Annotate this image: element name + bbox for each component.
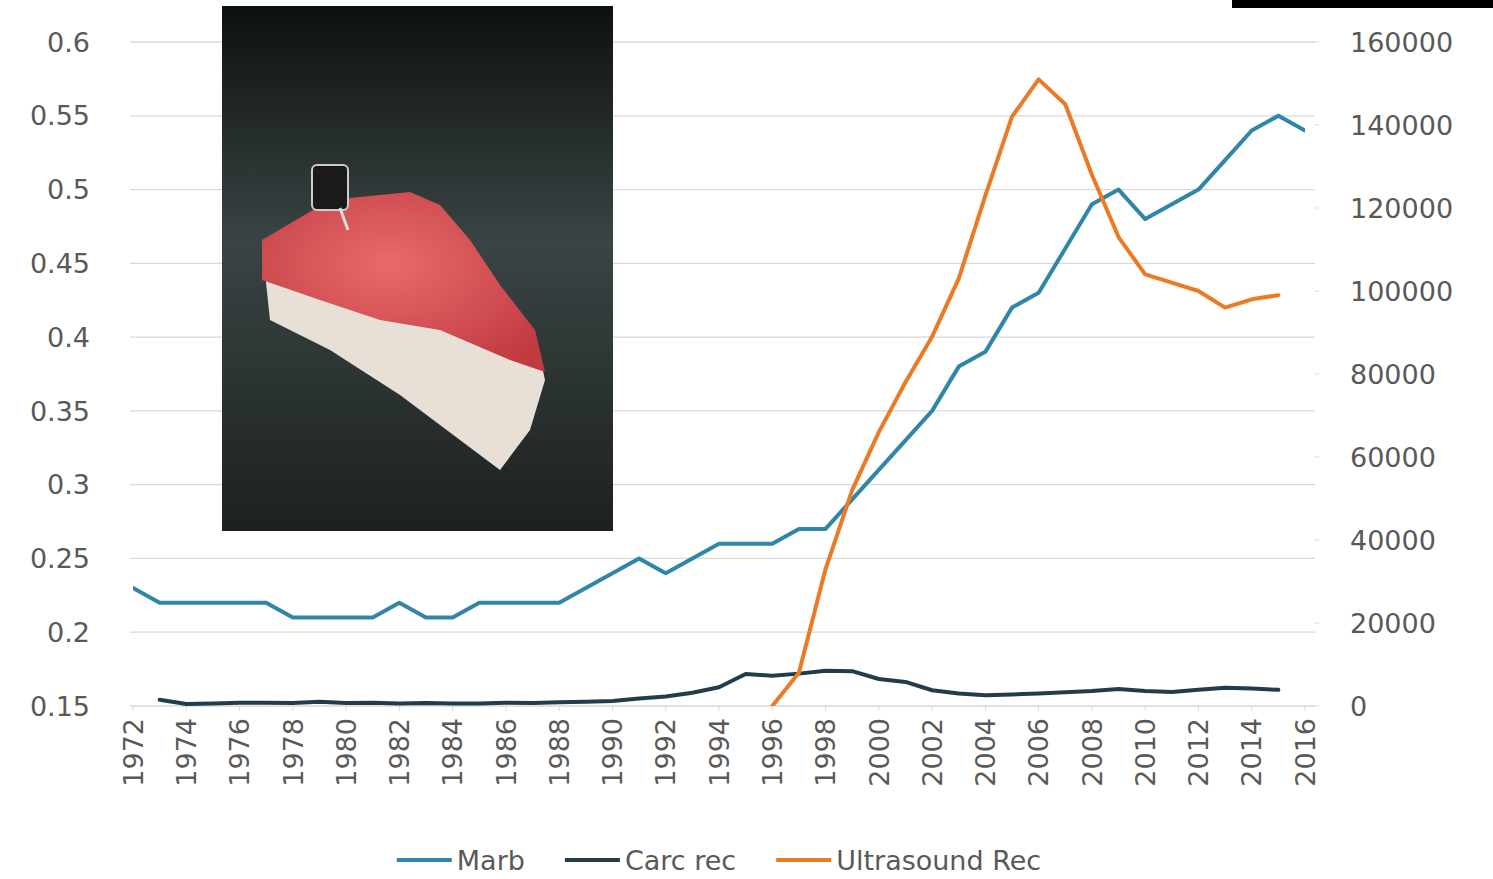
line-2	[772, 79, 1278, 706]
x-tick-label: 1992	[650, 718, 681, 787]
x-tick-label: 1988	[544, 718, 575, 787]
y2-tick-label: 100000	[1350, 276, 1453, 307]
legend-swatch	[776, 858, 831, 862]
y2-tick	[1315, 42, 1319, 43]
x-tick	[825, 706, 826, 711]
x-tick-label: 2016	[1290, 718, 1321, 787]
y-tick-label: 0.2	[47, 617, 90, 648]
y-tick-label: 0.4	[47, 322, 90, 353]
line-0	[133, 116, 1305, 618]
y2-tick-label: 0	[1350, 691, 1367, 722]
grid-line	[130, 558, 1315, 559]
x-tick-label: 1976	[224, 718, 255, 787]
x-tick-label: 2008	[1077, 718, 1108, 787]
x-tick-label: 1994	[704, 718, 735, 787]
steak-photo	[222, 6, 613, 531]
x-tick-label: 1986	[491, 718, 522, 787]
x-tick	[1091, 706, 1092, 711]
x-tick-label: 2002	[917, 718, 948, 787]
x-tick	[665, 706, 666, 711]
y2-tick	[1315, 457, 1319, 458]
photo-background	[222, 6, 613, 531]
y2-tick	[1315, 540, 1319, 541]
steak-pick	[312, 165, 348, 210]
line-1	[160, 671, 1279, 704]
y2-tick-label: 140000	[1350, 110, 1453, 141]
legend-swatch	[565, 858, 620, 862]
x-tick-label: 2012	[1183, 718, 1214, 787]
y2-tick-label: 80000	[1350, 359, 1436, 390]
y2-tick-label: 160000	[1350, 27, 1453, 58]
x-tick-label: 1972	[118, 718, 149, 787]
y-tick-label: 0.45	[30, 248, 90, 279]
legend-label: Marb	[457, 845, 525, 876]
x-tick-label: 1982	[384, 718, 415, 787]
y2-tick	[1315, 374, 1319, 375]
x-tick	[1305, 706, 1306, 711]
y2-tick	[1315, 291, 1319, 292]
x-tick-label: 1980	[331, 718, 362, 787]
x-tick	[239, 706, 240, 711]
x-tick	[1198, 706, 1199, 711]
steak-meat	[262, 192, 545, 372]
steak-pick-stick	[340, 208, 348, 230]
x-tick	[985, 706, 986, 711]
lines	[133, 79, 1305, 706]
x-tick-label: 2006	[1023, 718, 1054, 787]
legend-swatch	[397, 858, 452, 862]
x-tick-label: 1998	[810, 718, 841, 787]
chart: 0.15 0.2 0.25 0.3 0.35 0.4 0.45 0.5 0.55 0.6 0 2000…	[0, 0, 1493, 879]
grid-line	[130, 632, 1315, 633]
y2-tick-label: 20000	[1350, 608, 1436, 639]
x-tick-label: 1984	[437, 718, 468, 787]
y2-tick-label: 120000	[1350, 193, 1453, 224]
x-tick	[399, 706, 400, 711]
x-tick-label: 1974	[171, 718, 202, 787]
x-tick	[346, 706, 347, 711]
x-tick	[878, 706, 879, 711]
y2-tick	[1315, 706, 1319, 707]
x-tick	[559, 706, 560, 711]
x-tick	[505, 706, 506, 711]
y-tick-label: 0.5	[47, 174, 90, 205]
x-tick	[772, 706, 773, 711]
x-tick-label: 2014	[1236, 718, 1267, 787]
x-tick-label: 2004	[970, 718, 1001, 787]
x-tick-label: 1990	[597, 718, 628, 787]
x-tick-label: 2010	[1130, 718, 1161, 787]
x-tick	[612, 706, 613, 711]
legend: Marb Carc rec Ultrasound Rec	[397, 845, 1041, 876]
legend-label: Carc rec	[625, 845, 736, 876]
x-tick	[932, 706, 933, 711]
legend-label: Ultrasound Rec	[836, 845, 1041, 876]
top-bar	[1232, 0, 1493, 8]
y-tick-label: 0.55	[30, 100, 90, 131]
y-tick-label: 0.15	[30, 691, 90, 722]
x-tick	[1251, 706, 1252, 711]
x-tick-label: 2000	[864, 718, 895, 787]
grid-line	[130, 705, 1315, 706]
x-tick	[292, 706, 293, 711]
x-tick	[133, 706, 134, 711]
x-tick	[186, 706, 187, 711]
x-tick	[1038, 706, 1039, 711]
y-tick-label: 0.6	[47, 27, 90, 58]
x-tick	[719, 706, 720, 711]
y-tick-label: 0.3	[47, 469, 90, 500]
y2-tick	[1315, 208, 1319, 209]
y-tick-label: 0.25	[30, 543, 90, 574]
y2-tick	[1315, 623, 1319, 624]
y2-tick-label: 60000	[1350, 442, 1436, 473]
y-tick-label: 0.35	[30, 396, 90, 427]
x-tick-label: 1996	[757, 718, 788, 787]
y2-tick-label: 40000	[1350, 525, 1436, 556]
y2-tick	[1315, 125, 1319, 126]
x-tick	[1145, 706, 1146, 711]
x-tick-label: 1978	[278, 718, 309, 787]
x-tick	[452, 706, 453, 711]
